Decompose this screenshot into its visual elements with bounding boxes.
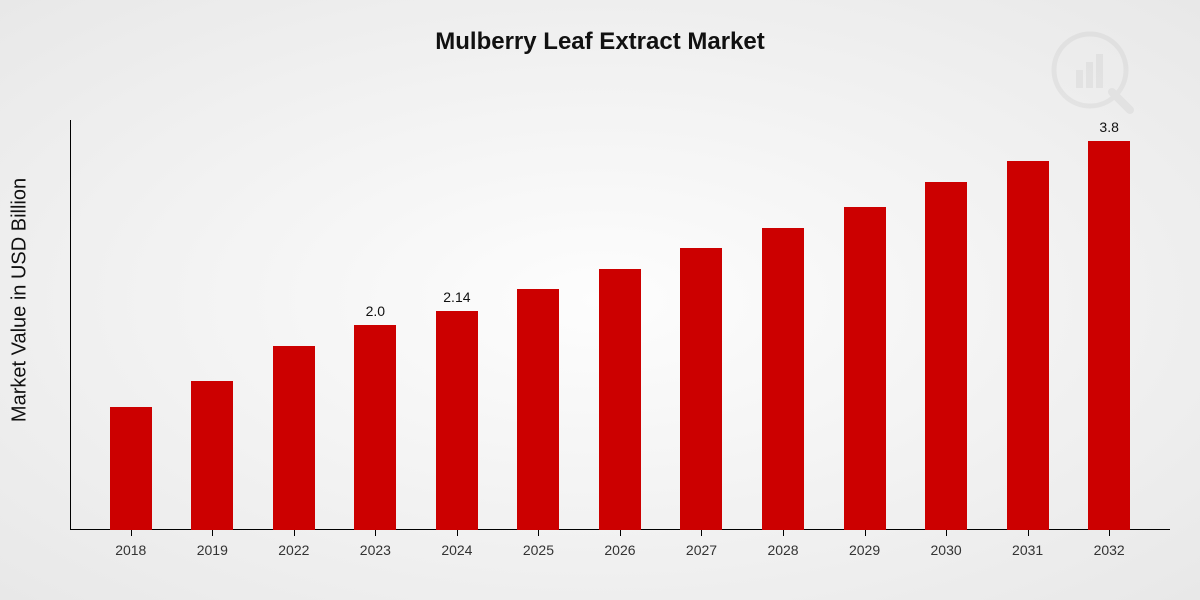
bar-group: 2.142024 <box>416 120 498 530</box>
bar <box>844 207 886 530</box>
bar-group: 2028 <box>742 120 824 530</box>
x-tick-label: 2027 <box>686 542 717 558</box>
bar <box>436 311 478 530</box>
x-tick-label: 2032 <box>1094 542 1125 558</box>
bar-group: 2022 <box>253 120 335 530</box>
x-tick-label: 2018 <box>115 542 146 558</box>
bar <box>110 407 152 530</box>
x-tick-label: 2024 <box>441 542 472 558</box>
x-tick-label: 2030 <box>931 542 962 558</box>
bar <box>354 325 396 530</box>
bars-container: 2018201920222.020232.1420242025202620272… <box>70 120 1170 530</box>
x-tick-label: 2026 <box>604 542 635 558</box>
x-tick-label: 2031 <box>1012 542 1043 558</box>
bar-group: 3.82032 <box>1068 120 1150 530</box>
x-tick-label: 2025 <box>523 542 554 558</box>
bar-group: 2019 <box>172 120 254 530</box>
x-tick-mark <box>1028 530 1029 536</box>
watermark-logo <box>1050 30 1140 125</box>
bar <box>191 381 233 530</box>
bar-group: 2025 <box>498 120 580 530</box>
bar <box>517 289 559 530</box>
x-tick-mark <box>701 530 702 536</box>
x-tick-label: 2023 <box>360 542 391 558</box>
bar-value-label: 2.0 <box>366 303 385 319</box>
bar-group: 2030 <box>905 120 987 530</box>
bar <box>925 182 967 531</box>
x-tick-mark <box>946 530 947 536</box>
x-tick-mark <box>1109 530 1110 536</box>
bar-group: 2.02023 <box>335 120 417 530</box>
bar <box>273 346 315 531</box>
x-tick-label: 2029 <box>849 542 880 558</box>
bar <box>680 248 722 530</box>
x-tick-label: 2028 <box>767 542 798 558</box>
y-axis-label: Market Value in USD Billion <box>9 178 32 422</box>
bar-group: 2031 <box>987 120 1069 530</box>
bar <box>762 228 804 530</box>
x-tick-mark <box>538 530 539 536</box>
x-tick-mark <box>131 530 132 536</box>
bar-group: 2026 <box>579 120 661 530</box>
bar-group: 2029 <box>824 120 906 530</box>
bar-group: 2018 <box>90 120 172 530</box>
x-tick-mark <box>457 530 458 536</box>
bar-group: 2027 <box>661 120 743 530</box>
bar <box>1088 141 1130 531</box>
x-tick-mark <box>375 530 376 536</box>
x-tick-mark <box>212 530 213 536</box>
bar <box>1007 161 1049 530</box>
x-tick-mark <box>783 530 784 536</box>
chart-plot-area: 2018201920222.020232.1420242025202620272… <box>70 120 1170 530</box>
x-tick-mark <box>620 530 621 536</box>
bar <box>599 269 641 530</box>
x-tick-mark <box>294 530 295 536</box>
x-tick-mark <box>865 530 866 536</box>
chart-title: Mulberry Leaf Extract Market <box>0 28 1200 56</box>
bar-value-label: 3.8 <box>1099 119 1118 135</box>
x-tick-label: 2019 <box>197 542 228 558</box>
x-tick-label: 2022 <box>278 542 309 558</box>
bar-value-label: 2.14 <box>443 289 470 305</box>
